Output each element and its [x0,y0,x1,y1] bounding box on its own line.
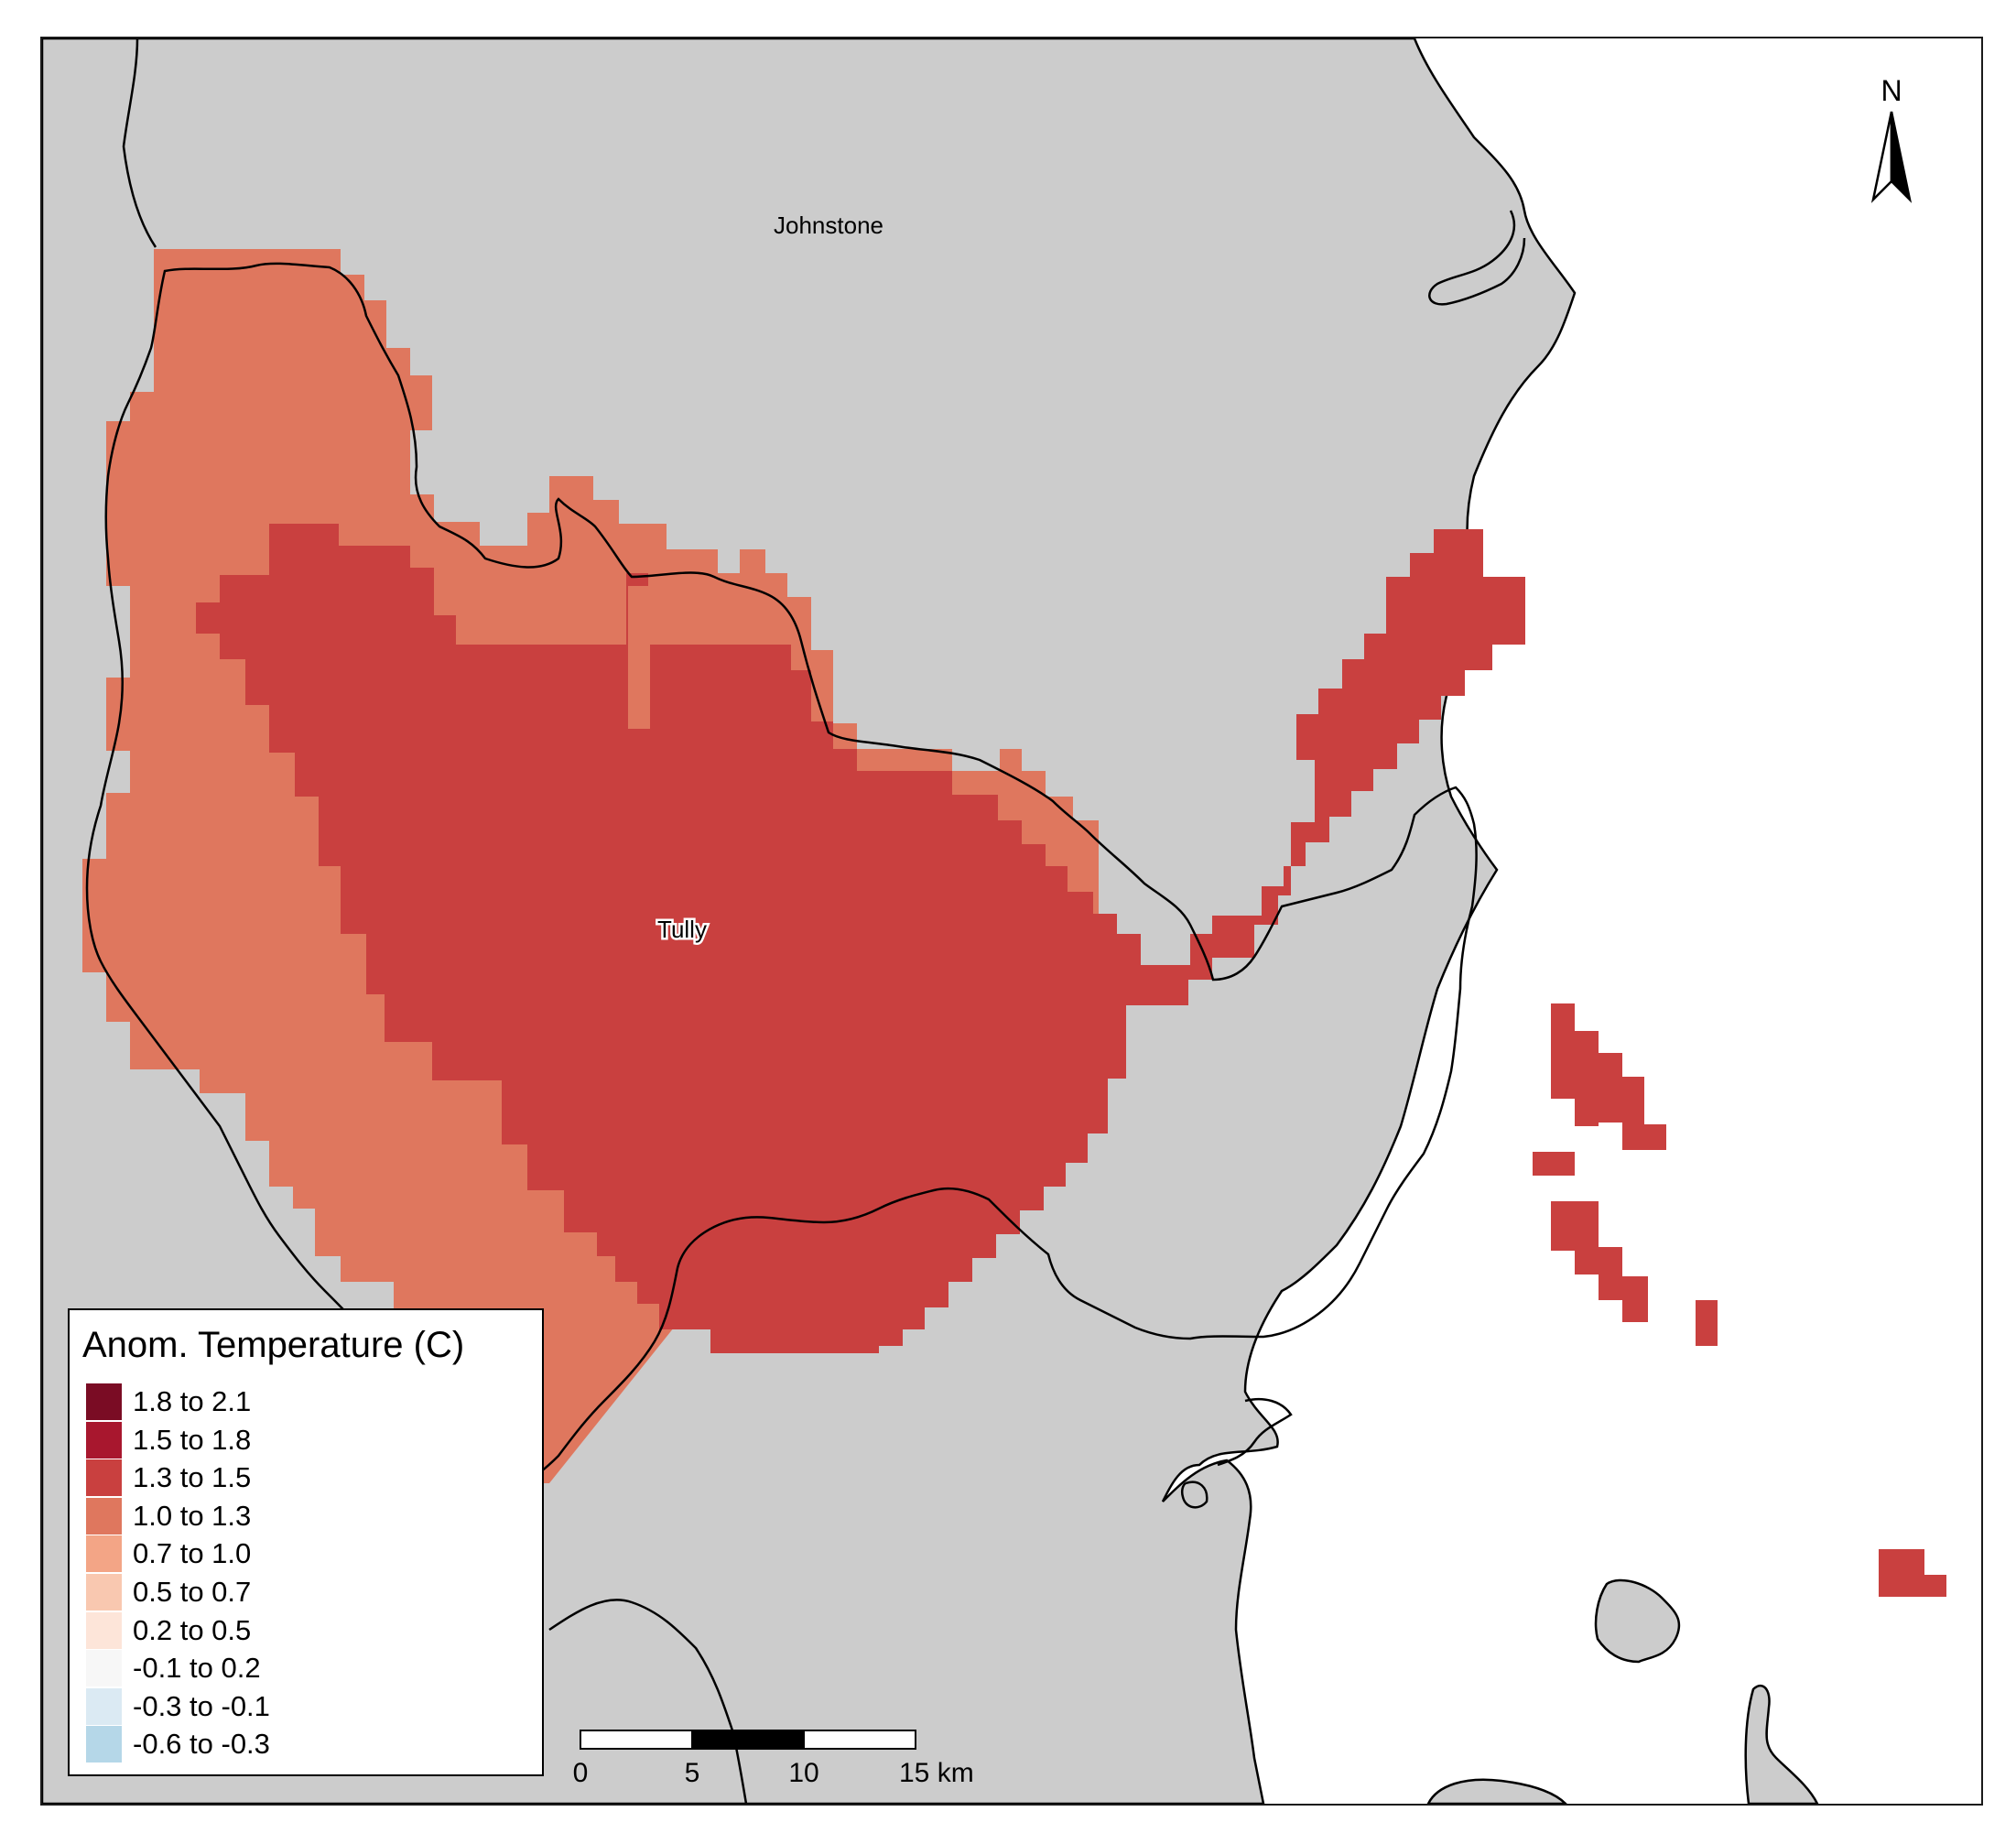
estuary [1180,1397,1293,1509]
scale-tick-5: 5 [685,1758,700,1788]
legend-label: 1.3 to 1.5 [133,1461,252,1494]
legend-item: 1.5 to 1.8 [86,1421,252,1459]
island-large [1594,1578,1681,1664]
legend-label: 0.5 to 0.7 [133,1576,252,1608]
place-label-tully: Tully [657,916,707,943]
island-southeast [1744,1684,1819,1804]
legend-label: 0.7 to 1.0 [133,1537,252,1570]
legend-label: -0.3 to -0.1 [133,1689,270,1722]
legend-swatch [86,1535,122,1573]
legend-item: 1.3 to 1.5 [86,1459,252,1497]
legend-item: -0.6 to -0.3 [86,1726,270,1763]
place-label-johnstone: Johnstone [774,212,883,239]
legend-label: 1.5 to 1.8 [133,1423,252,1456]
scale-tick-10: 10 [788,1758,818,1788]
raster-cells-1.0-to-1.3-patch [628,586,650,729]
legend-item: 1.0 to 1.3 [86,1497,252,1535]
legend-swatch [86,1726,122,1763]
legend-title: Anom. Temperature (C) [82,1325,465,1365]
raster-cells-islands [1533,1003,1946,1597]
legend-swatch [86,1611,122,1649]
river-north [122,38,157,248]
legend-swatch [86,1497,122,1535]
legend-swatch [86,1421,122,1459]
legend-label: -0.1 to 0.2 [133,1652,261,1685]
headland-south [1426,1778,1567,1804]
legend-label: 1.0 to 1.3 [133,1499,252,1532]
scale-tick-15: 15 km [899,1758,974,1788]
scale-tick-0: 0 [573,1758,589,1788]
legend: Anom. Temperature (C) 1.8 to 2.1 1.5 to 1… [68,1308,544,1776]
catchment-boundary [85,262,1478,1485]
legend-swatch [86,1574,122,1611]
legend-item: -0.1 to 0.2 [86,1650,261,1687]
legend-swatch [86,1687,122,1725]
legend-item: 0.2 to 0.5 [86,1611,252,1649]
north-arrow-icon [1870,111,1913,203]
legend-label: -0.6 to -0.3 [133,1728,270,1761]
legend-item: 1.8 to 2.1 [86,1383,251,1420]
legend-swatch [86,1650,122,1687]
legend-item: 0.7 to 1.0 [86,1535,252,1573]
scale-bar [580,1730,916,1750]
north-arrow-label: N [1881,74,1902,107]
legend-swatch [86,1383,122,1420]
legend-item: -0.3 to -0.1 [86,1687,270,1725]
legend-label: 1.8 to 2.1 [133,1385,252,1417]
legend-item: 0.5 to 0.7 [86,1574,251,1611]
legend-swatch [86,1459,122,1497]
river-inlet [1428,210,1526,306]
raster-cells-1.3-to-1.5 [196,524,1525,1353]
legend-label: 0.2 to 0.5 [133,1613,252,1646]
